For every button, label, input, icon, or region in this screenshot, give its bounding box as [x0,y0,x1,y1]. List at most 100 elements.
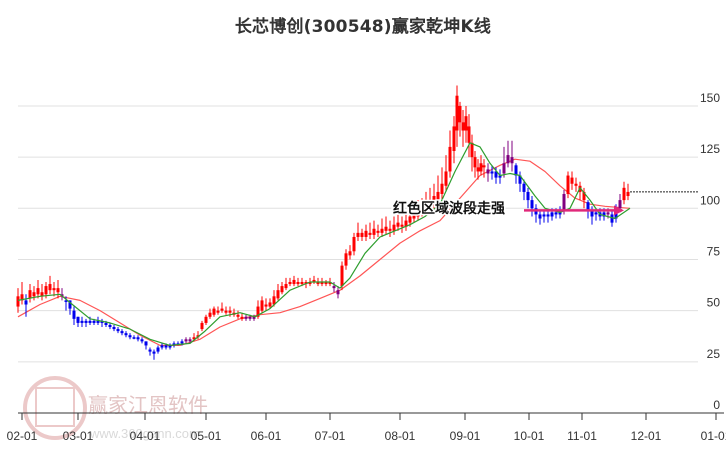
candle-body [473,157,477,168]
seal-square [35,387,75,427]
candle-body [546,214,550,217]
candle-body [356,232,360,237]
candle-body [352,236,356,252]
candle-body [432,196,436,203]
candle-body [482,165,486,168]
candle-body [336,290,340,295]
candle-body [200,322,204,330]
candle-body [28,290,32,299]
candle-body [220,308,224,311]
candle-body [216,310,220,313]
candle-body [64,300,68,302]
candle-body [300,281,304,285]
candle-body [530,200,534,209]
candle-body [308,281,312,285]
candle-body [316,281,320,285]
signal-line [524,205,624,216]
candle-body [80,320,84,323]
candle-body [440,183,444,194]
x-tick-label: 02-01 [7,429,38,443]
gridlines [18,105,698,363]
candle-body [248,316,252,319]
x-tick-label: 11-01 [567,429,597,443]
candle-body [44,286,48,295]
candle-body [208,312,212,317]
candle-body [36,288,40,295]
candle-body [16,296,20,307]
candle-body [100,320,104,323]
y-tick-label: 150 [700,91,720,105]
x-tick-label: 04-01 [130,429,161,443]
candle-body [24,300,28,305]
candle-body [136,337,140,340]
candle-body [84,320,88,323]
candle-body [88,320,92,323]
candle-body [96,320,100,323]
candle-body [272,296,276,305]
candle-body [594,212,598,215]
candle-body [340,265,344,287]
candle-body [48,284,52,291]
x-tick-label: 03-01 [63,429,94,443]
y-tick-label: 0 [713,398,720,412]
candle-body [152,351,156,354]
arrow-icon [614,205,624,216]
candle-body [204,316,208,323]
candle-body [467,126,471,143]
candle-body [224,310,228,313]
chart-title: 长芯博创(300548)赢家乾坤K线 [234,17,492,37]
candle-body [212,308,216,315]
candle-body [160,345,164,348]
x-tick-label: 06-01 [251,429,282,443]
candle-body [622,187,626,201]
y-axis-labels: 0 25 50 75 100 125 150 [700,91,720,412]
candle-body [112,327,116,330]
candle-body [344,253,348,266]
candle-body [522,183,526,192]
candle-body [140,339,144,342]
candle-body [144,341,148,346]
candle-body [476,167,480,172]
candle-body [392,224,396,231]
candle-body [412,214,416,219]
candle-body [464,116,468,131]
ma-short-line [17,142,631,346]
candle-body [284,284,288,289]
candle-body [424,204,428,211]
annotation-label: 红色区域波段走强 [393,200,505,217]
ma-long-line [17,158,631,346]
candle-body [312,279,316,282]
candle-body [554,212,558,215]
candle-body [416,210,420,217]
x-tick-label: 07-01 [315,429,346,443]
candle-body [550,212,554,217]
candle-body [448,146,452,172]
candle-body [452,126,456,151]
candle-body [32,292,36,297]
candle-body [470,142,474,158]
candle-body [164,345,168,348]
candle-body [502,163,506,174]
candle-body [510,157,514,164]
candle-body [20,294,24,301]
candle-body [124,333,128,336]
candle-body [566,175,570,194]
candle-body [562,193,566,211]
y-tick-label: 75 [707,244,721,258]
ma-path [17,158,631,346]
candle-body [486,169,490,174]
candle-body [292,279,296,285]
watermark: 赢家江恩软件 www.360gann.com [23,376,208,441]
candle-body [582,191,586,201]
candle-body [260,300,264,311]
candle-body [132,337,136,339]
candle-body [280,286,284,293]
candle-body [376,230,380,233]
candle-body [288,281,292,285]
y-tick-label: 125 [700,142,720,156]
candle-body [192,337,196,340]
candle-body [296,281,300,285]
x-tick-label: 01-01 [701,429,726,443]
candle-body [252,316,256,319]
